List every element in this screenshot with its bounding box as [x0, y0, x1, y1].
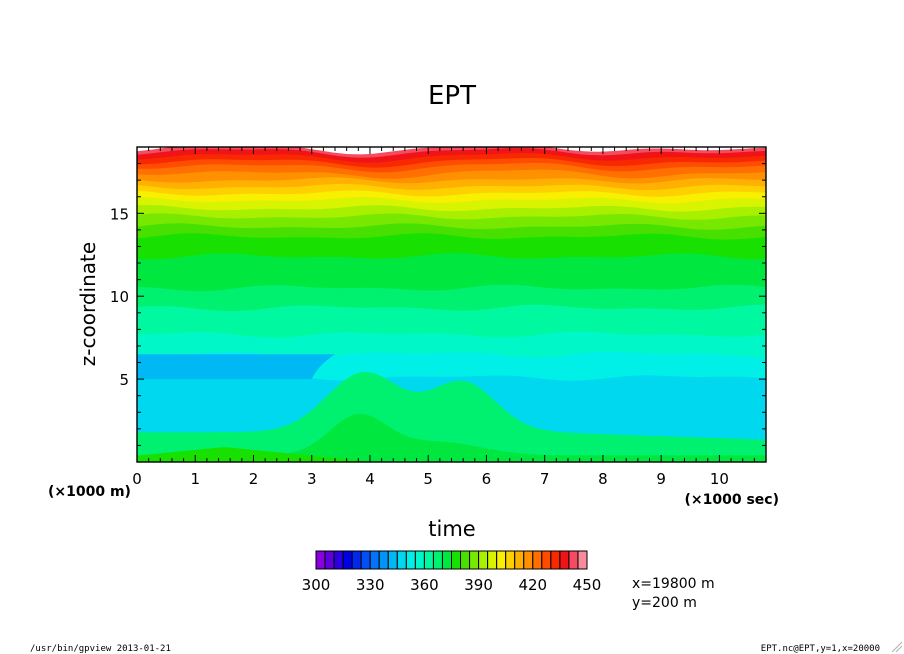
- colorbar-swatch: [550, 550, 561, 570]
- colorbar-swatch: [351, 550, 362, 570]
- colorbar-swatch: [577, 550, 588, 570]
- contour-bands: [137, 147, 766, 462]
- colorbar-swatch: [541, 550, 552, 570]
- colorbar-swatch: [469, 550, 480, 570]
- colorbar-tick-label: 360: [410, 576, 439, 594]
- colorbar-swatch: [360, 550, 371, 570]
- x-tick-label: 4: [365, 470, 375, 488]
- y-tick-label: 5: [119, 371, 129, 389]
- colorbar-swatch: [559, 550, 570, 570]
- colorbar-swatch: [414, 550, 425, 570]
- colorbar-tick-label: 330: [356, 576, 385, 594]
- y-axis-label: z-coordinate: [76, 242, 100, 366]
- y-tick-label: 15: [110, 205, 129, 223]
- colorbar-swatch: [324, 550, 335, 570]
- x-tick-label: 6: [482, 470, 492, 488]
- colorbar-swatch: [342, 550, 353, 570]
- colorbar-swatch: [514, 550, 525, 570]
- plot-area: [137, 147, 766, 462]
- colorbar: [315, 550, 588, 570]
- footer-right: EPT.nc@EPT,y=1,x=20000: [761, 644, 880, 654]
- colorbar-swatch: [496, 550, 507, 570]
- x-axis-unit: (×1000 sec): [685, 492, 780, 508]
- colorbar-swatch: [405, 550, 416, 570]
- x-tick-label: 8: [598, 470, 608, 488]
- colorbar-swatch: [523, 550, 534, 570]
- colorbar-swatch: [315, 550, 326, 570]
- colorbar-labels: 300 330 360 390 420 450: [302, 576, 602, 594]
- colorbar-swatch: [423, 550, 434, 570]
- colorbar-swatch: [451, 550, 462, 570]
- x-tick-label: 2: [249, 470, 259, 488]
- colorbar-swatch: [432, 550, 443, 570]
- chart-title: EPT: [428, 81, 476, 111]
- colorbar-swatch: [478, 550, 489, 570]
- resize-grip-icon: [891, 641, 903, 653]
- y-axis-unit: (×1000 m): [48, 484, 131, 500]
- colorbar-swatch: [505, 550, 516, 570]
- annotation-y: y=200 m: [632, 595, 697, 611]
- contour-band: [137, 447, 766, 462]
- contour-band: [137, 372, 766, 462]
- y-axis-ticks: 5 10 15: [110, 146, 766, 463]
- x-tick-label: 0: [132, 470, 142, 488]
- colorbar-swatch: [441, 550, 453, 570]
- colorbar-swatch: [487, 550, 498, 570]
- contour-band: [137, 354, 336, 380]
- colorbar-swatch: [396, 550, 407, 570]
- x-tick-label: 5: [423, 470, 433, 488]
- colorbar-tick-label: 450: [573, 576, 602, 594]
- colorbar-swatch: [460, 550, 471, 570]
- x-tick-label: 9: [656, 470, 666, 488]
- x-tick-label: 10: [710, 470, 729, 488]
- annotation-x: x=19800 m: [632, 576, 715, 592]
- colorbar-swatch: [532, 550, 543, 570]
- footer-left: /usr/bin/gpview 2013-01-21: [30, 644, 171, 654]
- colorbar-swatch: [333, 550, 344, 570]
- colorbar-swatch: [369, 550, 380, 570]
- x-axis-ticks: 0 1 2 3 4 5 6 7 8 9 10: [132, 147, 767, 488]
- colorbar-swatch: [568, 550, 579, 570]
- y-tick-label: 10: [110, 288, 129, 306]
- colorbar-swatch: [378, 550, 389, 570]
- colorbar-tick-label: 420: [518, 576, 547, 594]
- x-tick-label: 1: [190, 470, 200, 488]
- colorbar-swatch: [387, 550, 398, 570]
- colorbar-tick-label: 390: [464, 576, 493, 594]
- colorbar-tick-label: 300: [302, 576, 331, 594]
- x-axis-label: time: [428, 517, 475, 541]
- x-tick-label: 7: [540, 470, 550, 488]
- x-tick-label: 3: [307, 470, 317, 488]
